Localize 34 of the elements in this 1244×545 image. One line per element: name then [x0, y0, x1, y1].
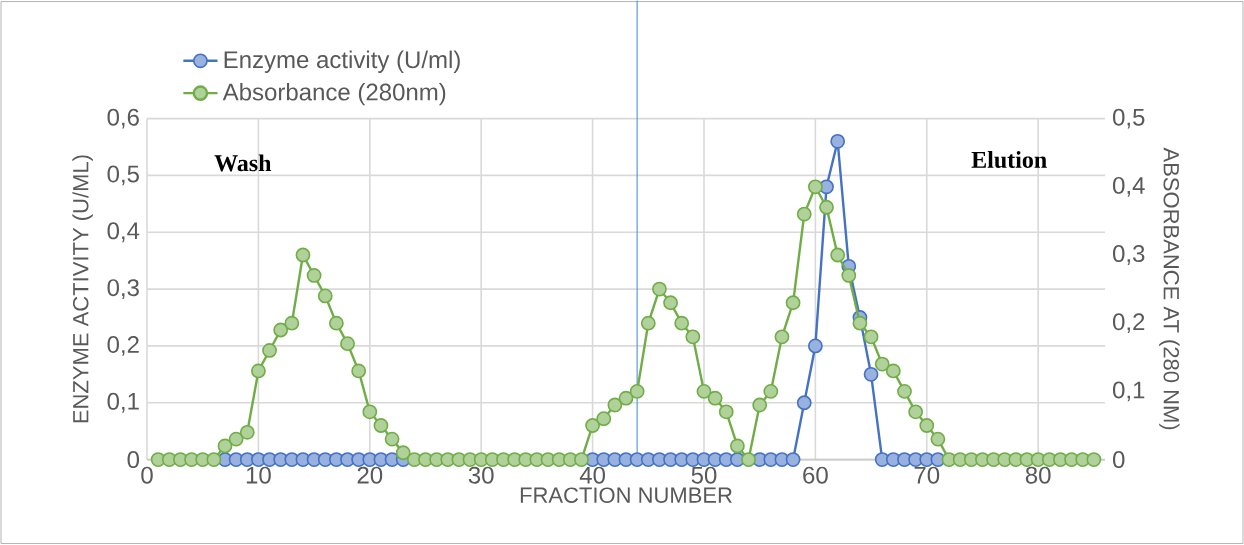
x-tick-label: 10	[246, 466, 271, 484]
point	[807, 338, 823, 354]
x-tick-label: 60	[803, 466, 828, 484]
y2-tick-label: 0	[1113, 451, 1125, 469]
y2-tick-label: 0,2	[1113, 313, 1145, 334]
legend-label: Absorbance (280nm)	[222, 83, 446, 106]
x-tick-label: 80	[1025, 466, 1051, 484]
y-tick-label: 0,3	[107, 279, 139, 300]
y-tick-label: 0,6	[107, 108, 139, 129]
x-tick-label: 30	[468, 466, 494, 484]
y2-tick-label: 0,3	[1113, 245, 1145, 266]
y-tick-label: 0,4	[107, 222, 140, 243]
y-tick-label: 0,5	[107, 165, 139, 186]
x-tick-label: 0	[141, 466, 153, 484]
x-tick-label: 70	[914, 466, 940, 484]
x-tick-label: 50	[691, 466, 717, 484]
point	[796, 395, 812, 411]
x-tick-label: 20	[357, 466, 383, 484]
y-axis-title: ENZYME ACTIVITY (U/ML)	[72, 155, 93, 423]
y-tick-label: 0	[127, 451, 140, 469]
x-tick-label: 40	[579, 466, 605, 484]
point	[830, 134, 846, 149]
point	[863, 367, 879, 382]
y2-tick-label: 0,5	[1113, 108, 1145, 129]
point	[785, 452, 801, 468]
y-tick-label: 0,2	[107, 336, 139, 357]
y-tick-label: 0,1	[107, 393, 139, 413]
y2-tick-label: 0,4	[1113, 177, 1145, 197]
annotation: Elution	[971, 151, 1047, 169]
y2-tick-label: 0,1	[1113, 381, 1145, 402]
x-axis-title: FRACTION NUMBER	[520, 487, 732, 504]
y2-axis-title: ABSORBANCE AT (280 NM)	[1159, 147, 1180, 430]
annotation: Wash	[214, 154, 272, 172]
legend-label: Enzyme activity (U/ml)	[224, 50, 460, 74]
